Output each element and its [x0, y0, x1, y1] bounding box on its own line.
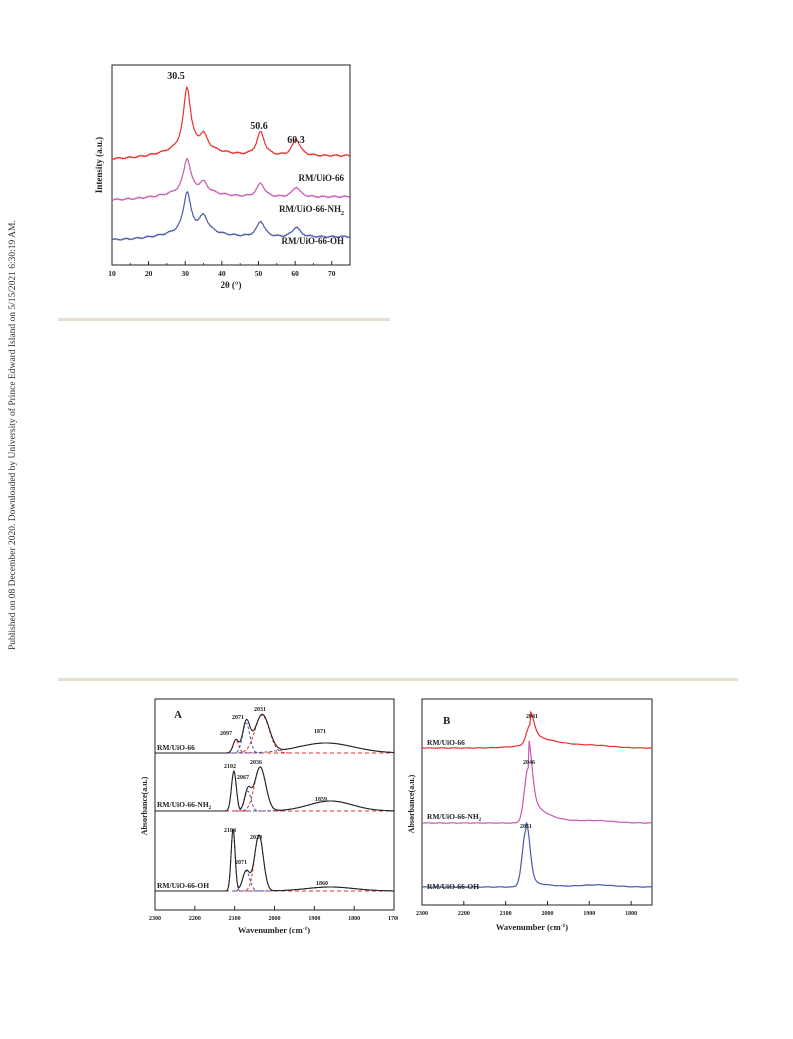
ira-series-label: RM/UiO-66-NH2	[157, 800, 212, 811]
xrd-curves	[111, 86, 350, 242]
ira-x-tick-label: 2000	[269, 916, 281, 922]
irb-x-tick-label: 1800	[625, 911, 637, 917]
xrd-plot-frame	[111, 64, 351, 266]
irb-series-label: RM/UiO-66-NH2	[427, 812, 482, 823]
irb-series-line	[421, 822, 653, 888]
figure-divider	[58, 678, 738, 681]
xrd-chart: 10 20 30 40 50 60 70 30.5 50.6 60.3 RM/UiO-66 …	[94, 64, 351, 290]
ira-peak-labels: 2097 2071 2031 1871 2102 2067 2036 1859 …	[220, 707, 328, 887]
side-note: Published on 08 December 2020. Downloade…	[4, 40, 18, 650]
side-note-text: Published on 08 December 2020. Downloade…	[7, 220, 18, 650]
ira-x-tick-label: 1900	[308, 916, 320, 922]
ira-peak-label: 2104	[224, 828, 236, 834]
irb-xlabel: Wavenumber (cm-1)	[496, 922, 568, 932]
xrd-xlabel: 2θ (°)	[220, 280, 241, 290]
ira-x-tick-label: 2300	[149, 916, 161, 922]
ira-x-tick-label: 2100	[229, 916, 241, 922]
ira-ylabel: Absorbance(a.u.)	[140, 776, 149, 835]
ira-peak-label: 2097	[220, 731, 232, 737]
xrd-series-line	[111, 190, 350, 242]
irb-peak-label: 2051	[520, 824, 532, 830]
irb-x-tick-label: 2300	[416, 911, 428, 917]
ir-chart-b: B 2300 2200 2100 2000 1900 1800 2041 2046 205…	[408, 698, 653, 932]
ira-series-line	[155, 713, 394, 754]
irb-ticks: 2300 2200 2100 2000 1900 1800	[416, 901, 637, 917]
xrd-peak-label: 50.6	[250, 121, 268, 132]
xrd-peak-label: 30.5	[167, 71, 185, 82]
xrd-ylabel: Intensity (a.u.)	[94, 137, 104, 193]
ira-series-line	[155, 766, 394, 812]
xrd-x-tick-label: 30	[181, 269, 189, 278]
ira-fit-component	[237, 766, 283, 812]
ira-series-label: RM/UiO-66-OH	[157, 881, 209, 890]
irb-peak-label: 2041	[526, 714, 538, 720]
ira-fit-component	[233, 714, 291, 754]
xrd-x-tick-label: 40	[218, 269, 226, 278]
ira-curves	[155, 713, 394, 892]
irb-x-tick-label: 2200	[458, 911, 470, 917]
ira-peak-label: 1859	[315, 797, 327, 803]
ir-chart-a: A 2300 2200 2100 2000 1900 1800 1700 2097 2071…	[140, 698, 398, 934]
irb-series-label: RM/UiO-66-OH	[427, 882, 479, 891]
ira-x-tick-label: 1700	[388, 916, 398, 922]
ira-peak-label: 1871	[314, 729, 326, 735]
figure-divider	[58, 318, 390, 321]
ira-x-tick-label: 1800	[348, 916, 360, 922]
ira-panel-letter: A	[174, 709, 182, 721]
ira-fit-component	[231, 870, 261, 892]
xrd-series-label: RM/UiO-66-NH2	[279, 204, 344, 217]
xrd-series-line	[111, 86, 350, 161]
ira-x-tick-label: 2200	[189, 916, 201, 922]
ira-peak-label: 2071	[232, 715, 244, 721]
ira-xlabel: Wavenumber (cm-1)	[238, 925, 310, 934]
xrd-x-tick-label: 70	[328, 269, 336, 278]
irb-panel-letter: B	[443, 715, 451, 727]
xrd-x-tick-label: 50	[255, 269, 263, 278]
irb-series-label: RM/UiO-66	[427, 738, 465, 747]
ira-fit-component	[231, 722, 261, 754]
xrd-x-tick-label: 60	[291, 269, 299, 278]
xrd-series-line	[111, 157, 350, 202]
ira-series-label: RM/UiO-66	[157, 743, 195, 752]
xrd-x-tick-label: 20	[145, 269, 153, 278]
xrd-series-label: RM/UiO-66	[299, 173, 345, 183]
irb-series-line	[421, 710, 653, 749]
irb-ylabel: Absorbance(a.u.)	[408, 774, 416, 833]
ira-fit-component	[235, 790, 261, 812]
xrd-x-tick-label: 10	[108, 269, 116, 278]
xrd-peak-label: 60.3	[287, 135, 305, 146]
xrd-ticks: 10 20 30 40 50 60 70	[108, 261, 336, 278]
irb-plot-frame	[421, 698, 653, 906]
ira-peak-label: 1860	[316, 881, 328, 887]
ira-series-line	[155, 828, 394, 892]
ira-peak-label: 2102	[224, 764, 236, 770]
ira-peak-label: 2036	[250, 760, 262, 766]
ira-peak-label: 2039	[250, 835, 262, 841]
irb-curves	[421, 710, 653, 888]
ira-fit-component	[234, 886, 394, 892]
ira-peak-label: 2031	[254, 707, 266, 713]
ira-ticks: 2300 2200 2100 2000 1900 1800 1700	[149, 906, 398, 922]
irb-series-line	[421, 740, 653, 824]
xrd-series-label: RM/UiO-66-OH	[282, 236, 345, 246]
irb-x-tick-label: 1900	[583, 911, 595, 917]
irb-peak-label: 2046	[523, 760, 535, 766]
irb-x-tick-label: 2100	[500, 911, 512, 917]
ira-peak-label: 2071	[235, 860, 247, 866]
ira-peak-label: 2067	[237, 775, 249, 781]
irb-x-tick-label: 2000	[541, 911, 553, 917]
